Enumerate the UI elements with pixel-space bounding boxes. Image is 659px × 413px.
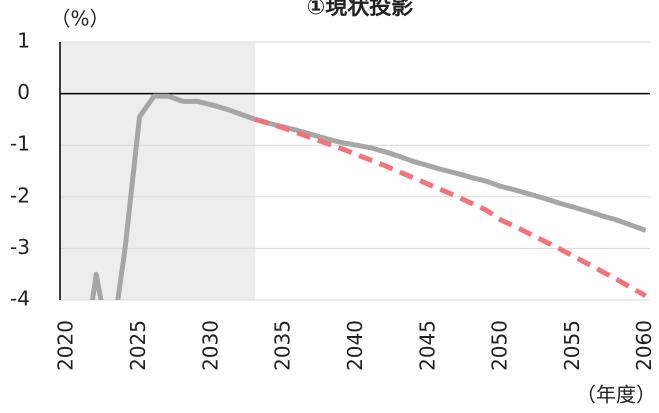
y-tick-label: 1	[17, 29, 30, 53]
series-line	[254, 116, 647, 299]
x-tick-label: 2040	[343, 320, 367, 371]
x-tick-label: 2060	[632, 320, 656, 371]
x-tick-label: 2035	[271, 320, 295, 371]
y-tick-label: -4	[10, 287, 30, 311]
y-tick-label: -3	[10, 235, 30, 259]
y-axis-label: （%）	[50, 7, 109, 31]
x-tick-label: 2020	[54, 320, 78, 371]
x-tick-label: 2050	[488, 320, 512, 371]
x-tick-label: 2025	[126, 320, 150, 371]
x-axis-label: （年度）	[576, 383, 656, 407]
x-tick-label: 2045	[415, 320, 439, 371]
x-tick-label: 2030	[198, 320, 222, 371]
series-line	[90, 93, 647, 300]
chart-title: ①現状投影	[307, 0, 414, 20]
y-tick-label: -2	[10, 183, 30, 207]
x-tick-label: 2055	[560, 320, 584, 371]
y-tick-label: 0	[17, 80, 30, 104]
shaded-region	[60, 42, 256, 300]
y-tick-label: -1	[10, 132, 30, 156]
plot-area	[90, 93, 647, 300]
